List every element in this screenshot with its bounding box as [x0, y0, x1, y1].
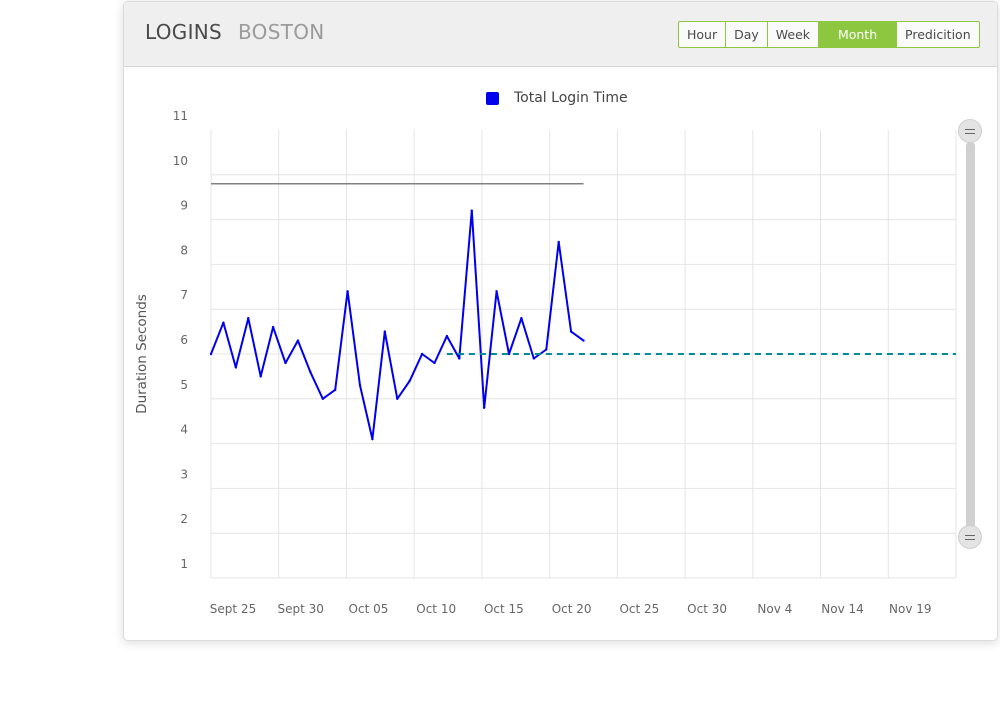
series-point	[532, 357, 536, 360]
chart-legend[interactable]: Total Login Time	[486, 88, 628, 108]
series-point	[222, 321, 225, 324]
legend-swatch	[486, 91, 499, 105]
x-tick-label: Oct 15	[484, 602, 524, 616]
y-tick-label: 1	[180, 557, 188, 571]
series-point	[296, 339, 300, 342]
panel-subtitle: BOSTON	[238, 20, 325, 44]
series-point	[470, 209, 473, 212]
series-point	[271, 325, 275, 329]
series-point	[247, 316, 250, 320]
chart-grid	[210, 130, 957, 579]
y-tick-label: 4	[180, 423, 188, 437]
series-point	[482, 406, 486, 409]
y-tick-label: 2	[180, 512, 188, 526]
panel-title: LOGINS	[145, 20, 223, 44]
range-month-button[interactable]: Month	[818, 22, 897, 47]
series-point	[371, 437, 374, 441]
y-tick-label: 10	[173, 154, 188, 168]
logins-panel: LOGINS BOSTON Hour Day Week Month Predic…	[123, 1, 998, 641]
scroll-handle-top[interactable]	[958, 119, 982, 143]
y-tick-label: 7	[180, 288, 188, 302]
series-line-total-login-time	[210, 209, 585, 441]
series-point	[445, 334, 449, 338]
x-tick-label: Oct 05	[349, 602, 389, 616]
range-day-button[interactable]: Day	[725, 22, 767, 47]
series-point	[420, 352, 424, 356]
x-axis-ticks: Sept 25 Sept 30 Oct 05 Oct 10 Oct 15 Oct 20 Oc…	[210, 602, 932, 616]
series-point	[358, 384, 362, 387]
series-point	[209, 352, 213, 356]
series-point	[333, 388, 337, 392]
panel-header: LOGINS BOSTON Hour Day Week Month Predic…	[124, 2, 997, 67]
line-chart: 1 2 3 4 5 6 7 8 9 10 11 Sept 25 Sept 30 Oct 05 Oct 10…	[173, 109, 957, 616]
series-point	[520, 316, 523, 320]
legend-label: Total Login Time	[514, 90, 628, 106]
series-point	[557, 240, 560, 244]
series-point	[396, 397, 399, 400]
grip-lines-icon	[965, 534, 975, 540]
y-tick-label: 9	[180, 199, 188, 213]
y-tick-label: 6	[180, 333, 188, 347]
series-point	[321, 397, 324, 400]
range-hour-button[interactable]: Hour	[687, 27, 718, 42]
series-point	[408, 379, 411, 383]
range-week-button[interactable]: Week	[766, 22, 818, 47]
series-point	[433, 361, 436, 365]
range-scrollbar[interactable]	[966, 142, 975, 536]
series-point	[284, 361, 287, 365]
x-tick-label: Oct 10	[416, 602, 456, 616]
series-point	[309, 370, 312, 374]
y-axis-ticks: 1 2 3 4 5 6 7 8 9 10 11	[173, 109, 188, 571]
series-point	[545, 348, 548, 351]
series-point	[582, 339, 585, 342]
x-tick-label: Oct 20	[552, 602, 592, 616]
x-tick-label: Sept 25	[210, 602, 256, 616]
chart-series	[209, 183, 956, 441]
series-point	[569, 330, 573, 333]
x-tick-label: Nov 4	[757, 602, 792, 616]
y-tick-label: 5	[180, 378, 188, 392]
range-prediction-button[interactable]: Predicition	[896, 22, 979, 47]
y-tick-label: 11	[173, 109, 188, 123]
scroll-handle-bottom[interactable]	[958, 525, 982, 549]
series-point	[346, 290, 349, 293]
x-tick-label: Nov 19	[889, 602, 932, 616]
series-point	[259, 375, 262, 378]
series-point	[234, 366, 238, 369]
x-tick-label: Oct 25	[619, 602, 659, 616]
y-tick-label: 8	[180, 243, 188, 257]
grip-lines-icon	[965, 128, 975, 134]
x-tick-label: Oct 30	[687, 602, 727, 616]
series-point	[495, 290, 498, 293]
series-point	[458, 357, 461, 360]
x-tick-label: Nov 14	[821, 602, 864, 616]
series-point	[507, 352, 511, 356]
series-point	[383, 330, 387, 333]
x-tick-label: Sept 30	[278, 602, 324, 616]
y-tick-label: 3	[180, 467, 188, 481]
time-range-selector: Hour Day Week Month Predicition	[678, 21, 980, 48]
